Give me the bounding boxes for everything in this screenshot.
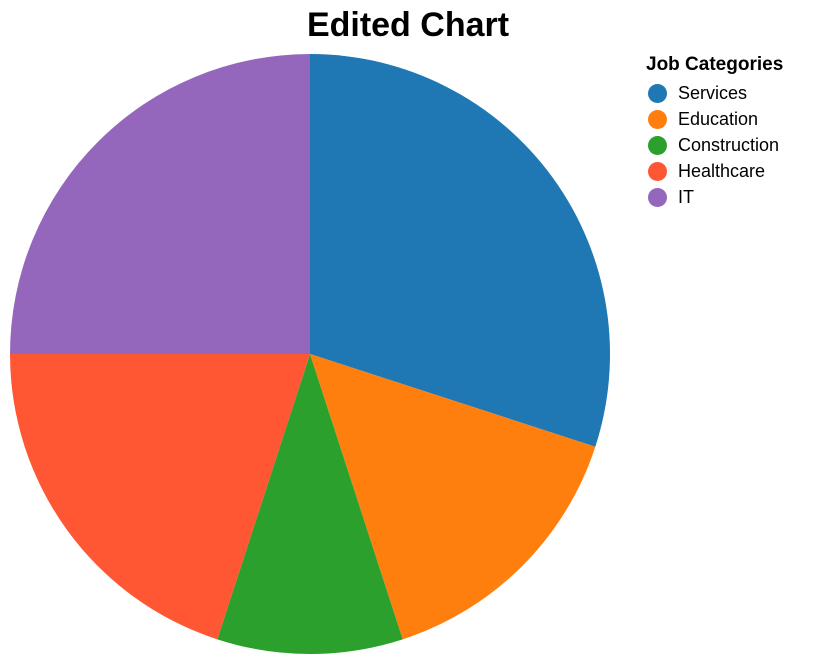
- legend-swatch-icon: [648, 187, 667, 207]
- legend-swatch-icon: [648, 161, 667, 181]
- pie-slice-construction: [217, 354, 403, 654]
- legend: Job Categories Services Education Construc…: [646, 54, 783, 210]
- legend-label: Construction: [678, 134, 780, 155]
- legend-label: Healthcare: [678, 160, 766, 181]
- legend-item-education: Education: [646, 106, 783, 132]
- legend-swatch-icon: [648, 83, 667, 103]
- pie-slice-it: [10, 54, 310, 354]
- legend-swatch-icon: [648, 109, 667, 129]
- legend-item-services: Services: [646, 80, 783, 106]
- legend-items: Services Education Construction Healthcare I…: [646, 80, 783, 210]
- pie-slice-services: [310, 54, 611, 447]
- legend-swatch-icon: [648, 135, 667, 155]
- chart-title: Edited Chart: [306, 6, 510, 44]
- legend-title: Job Categories: [646, 54, 784, 75]
- pie-slice-education: [310, 354, 596, 640]
- legend-item-it: IT: [646, 184, 783, 210]
- pie-slice-healthcare: [10, 354, 310, 640]
- legend-item-healthcare: Healthcare: [646, 158, 783, 184]
- legend-item-construction: Construction: [646, 132, 783, 158]
- legend-label: IT: [678, 186, 694, 207]
- legend-label: Services: [678, 82, 748, 103]
- legend-label: Education: [678, 108, 759, 129]
